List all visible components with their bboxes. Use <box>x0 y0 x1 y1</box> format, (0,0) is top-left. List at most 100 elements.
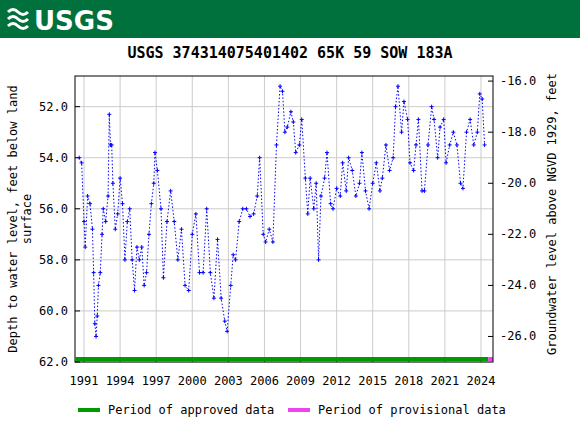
data-point <box>271 240 275 244</box>
grid-line <box>372 76 373 362</box>
x-tick-label: 2000 <box>178 374 207 388</box>
data-point <box>90 227 94 231</box>
x-tick-label: 2009 <box>286 374 315 388</box>
data-point <box>388 168 392 172</box>
tick <box>75 106 80 107</box>
data-point <box>472 143 476 147</box>
grid-line <box>156 76 157 362</box>
y-tick-label: 52.0 <box>39 100 68 114</box>
data-point <box>197 271 201 275</box>
grid-line <box>228 76 229 362</box>
data-point <box>416 117 420 121</box>
data-point <box>159 207 163 211</box>
y2-tick-label: -26.0 <box>500 329 536 343</box>
data-point <box>94 334 98 338</box>
data-point <box>86 194 90 198</box>
data-point <box>248 214 252 218</box>
data-point <box>461 186 465 190</box>
data-point <box>475 130 479 134</box>
data-point <box>237 220 241 224</box>
y2-axis-label: Groundwater level above NGVD 1929, feet <box>545 73 559 355</box>
data-point <box>244 207 248 211</box>
data-point <box>468 117 472 121</box>
data-point <box>145 271 149 275</box>
grid-line <box>336 76 337 362</box>
data-point <box>384 143 388 147</box>
data-point <box>212 296 216 300</box>
data-point <box>412 168 416 172</box>
y2-tick-label: -18.0 <box>500 125 536 139</box>
data-point <box>291 120 295 124</box>
data-point <box>261 232 265 236</box>
x-tick-label: 1997 <box>142 374 171 388</box>
grid-line <box>408 76 409 362</box>
data-point <box>380 176 384 180</box>
data-point <box>93 322 97 326</box>
data-point <box>408 161 412 165</box>
data-point <box>430 105 434 109</box>
grid-line <box>75 208 493 209</box>
data-point <box>107 112 111 116</box>
data-point <box>350 168 354 172</box>
data-point <box>125 220 129 224</box>
data-point <box>280 89 284 93</box>
data-point <box>344 189 348 193</box>
data-point <box>135 245 139 249</box>
data-point <box>360 151 364 155</box>
data-point <box>183 283 187 287</box>
data-point <box>88 202 92 206</box>
grid-line <box>192 76 193 362</box>
data-point <box>267 227 271 231</box>
data-point <box>229 283 233 287</box>
logo-wave <box>8 17 28 22</box>
tick <box>75 310 80 311</box>
data-point <box>297 143 301 147</box>
data-point <box>216 237 220 241</box>
data-point <box>400 130 404 134</box>
data-point <box>201 271 205 275</box>
data-point <box>219 296 223 300</box>
data-point <box>432 117 436 121</box>
data-point <box>438 125 442 129</box>
data-point <box>289 110 293 114</box>
data-point <box>100 232 104 236</box>
data-point <box>194 212 198 216</box>
data-point <box>82 220 86 224</box>
data-point <box>448 143 452 147</box>
x-tick-label: 2015 <box>358 374 387 388</box>
data-point <box>95 314 99 318</box>
data-point <box>104 220 108 224</box>
tick <box>488 285 493 286</box>
tick <box>488 81 493 82</box>
data-point <box>133 289 137 293</box>
x-tick-label: 2018 <box>394 374 423 388</box>
x-tick-label: 2012 <box>322 374 351 388</box>
tick <box>75 208 80 209</box>
x-tick-label: 2024 <box>467 374 496 388</box>
data-point <box>371 181 375 185</box>
grid-line <box>120 76 121 362</box>
data-point <box>331 207 335 211</box>
chart: USGSUSGS 374314075401402 65K 59 SOW 183A… <box>0 0 580 430</box>
x-tick-label: 2021 <box>430 374 459 388</box>
data-point <box>402 100 406 104</box>
data-point <box>225 329 229 333</box>
data-point <box>436 156 440 160</box>
data-point <box>101 207 105 211</box>
data-point <box>480 97 484 101</box>
data-point <box>155 168 159 172</box>
grid-line <box>444 76 445 362</box>
y-tick-label: 60.0 <box>39 304 68 318</box>
period-bar <box>76 357 489 361</box>
data-point <box>478 92 482 96</box>
data-point <box>80 161 84 165</box>
data-point <box>116 212 120 216</box>
data-point <box>110 143 114 147</box>
tick <box>488 336 493 337</box>
data-point <box>255 194 259 198</box>
data-point <box>442 117 446 121</box>
data-point <box>317 258 321 262</box>
data-point <box>338 194 342 198</box>
data-point <box>465 130 469 134</box>
logo-wave <box>8 24 28 29</box>
